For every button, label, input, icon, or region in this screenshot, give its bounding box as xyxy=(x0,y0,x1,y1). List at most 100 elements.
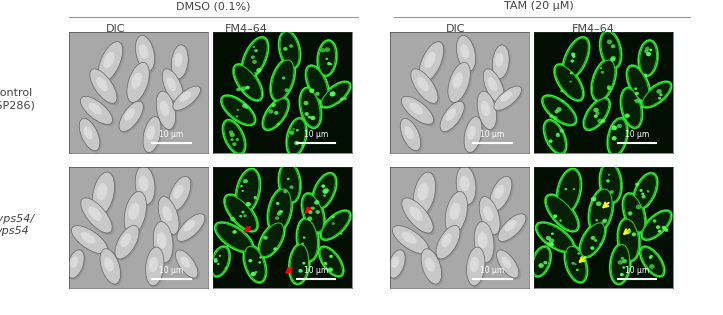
Ellipse shape xyxy=(411,69,440,106)
Circle shape xyxy=(653,219,656,223)
Ellipse shape xyxy=(641,81,672,108)
Circle shape xyxy=(272,105,274,107)
Ellipse shape xyxy=(160,101,169,116)
Circle shape xyxy=(601,119,606,123)
Circle shape xyxy=(641,195,646,198)
Circle shape xyxy=(303,237,305,239)
Ellipse shape xyxy=(162,69,184,103)
Ellipse shape xyxy=(81,198,112,233)
Ellipse shape xyxy=(456,35,476,71)
Ellipse shape xyxy=(135,166,155,204)
Circle shape xyxy=(556,107,562,112)
Ellipse shape xyxy=(449,63,472,105)
Ellipse shape xyxy=(601,32,620,68)
Circle shape xyxy=(252,60,257,64)
Circle shape xyxy=(289,130,294,135)
Text: 10 μm: 10 μm xyxy=(625,130,649,140)
Circle shape xyxy=(289,185,294,189)
Ellipse shape xyxy=(388,250,405,278)
Circle shape xyxy=(634,100,636,101)
Ellipse shape xyxy=(322,211,349,239)
Ellipse shape xyxy=(601,163,620,202)
Circle shape xyxy=(596,112,599,115)
Circle shape xyxy=(323,190,328,194)
Circle shape xyxy=(560,129,564,133)
Ellipse shape xyxy=(125,192,148,237)
Circle shape xyxy=(285,88,289,92)
Ellipse shape xyxy=(498,214,526,241)
Circle shape xyxy=(647,190,649,192)
Ellipse shape xyxy=(536,222,575,253)
Ellipse shape xyxy=(215,222,254,253)
Circle shape xyxy=(310,116,315,120)
Circle shape xyxy=(258,261,261,264)
Circle shape xyxy=(662,226,666,230)
Ellipse shape xyxy=(288,119,306,155)
Ellipse shape xyxy=(493,45,511,81)
Ellipse shape xyxy=(129,203,140,220)
Ellipse shape xyxy=(487,77,497,91)
Ellipse shape xyxy=(585,99,609,129)
Ellipse shape xyxy=(445,108,456,121)
Ellipse shape xyxy=(641,248,664,276)
Ellipse shape xyxy=(226,196,257,231)
Circle shape xyxy=(309,89,315,93)
Ellipse shape xyxy=(401,119,423,153)
Circle shape xyxy=(292,128,295,130)
Circle shape xyxy=(636,204,641,209)
Circle shape xyxy=(596,201,602,206)
Ellipse shape xyxy=(262,98,289,130)
Ellipse shape xyxy=(172,45,190,81)
Circle shape xyxy=(553,215,557,218)
Ellipse shape xyxy=(103,52,114,68)
Circle shape xyxy=(324,262,328,265)
Circle shape xyxy=(656,89,662,94)
Ellipse shape xyxy=(139,44,148,59)
Circle shape xyxy=(639,189,643,192)
Ellipse shape xyxy=(307,66,328,101)
Circle shape xyxy=(301,243,304,245)
Circle shape xyxy=(308,116,311,119)
Circle shape xyxy=(254,49,258,52)
Text: TAM (20 μM): TAM (20 μM) xyxy=(504,1,573,11)
Ellipse shape xyxy=(565,246,586,282)
Ellipse shape xyxy=(176,250,198,278)
Circle shape xyxy=(315,210,320,214)
Ellipse shape xyxy=(299,88,322,128)
Circle shape xyxy=(560,220,562,222)
Circle shape xyxy=(549,242,554,247)
Circle shape xyxy=(603,219,607,222)
Ellipse shape xyxy=(298,219,317,260)
Circle shape xyxy=(572,55,576,58)
Ellipse shape xyxy=(456,166,476,204)
Circle shape xyxy=(574,263,577,265)
Circle shape xyxy=(607,87,611,90)
Ellipse shape xyxy=(458,36,477,73)
Ellipse shape xyxy=(422,249,443,286)
Ellipse shape xyxy=(93,172,114,215)
Ellipse shape xyxy=(475,222,496,265)
Ellipse shape xyxy=(581,223,604,256)
Ellipse shape xyxy=(174,185,184,199)
Circle shape xyxy=(236,138,239,141)
Circle shape xyxy=(607,39,612,44)
Ellipse shape xyxy=(617,218,640,261)
Text: 10 μm: 10 μm xyxy=(159,266,184,275)
Ellipse shape xyxy=(492,45,509,79)
Ellipse shape xyxy=(269,189,291,232)
Text: 10 μm: 10 μm xyxy=(159,130,184,140)
Circle shape xyxy=(272,103,276,107)
Circle shape xyxy=(623,266,625,269)
Ellipse shape xyxy=(70,256,78,268)
Ellipse shape xyxy=(119,101,143,132)
Circle shape xyxy=(322,189,327,193)
Ellipse shape xyxy=(90,69,117,103)
Ellipse shape xyxy=(483,69,505,103)
Circle shape xyxy=(253,46,255,48)
Ellipse shape xyxy=(100,249,121,284)
Circle shape xyxy=(612,125,615,129)
Ellipse shape xyxy=(554,64,584,101)
Ellipse shape xyxy=(82,198,114,235)
Circle shape xyxy=(278,210,282,213)
Ellipse shape xyxy=(233,64,263,101)
